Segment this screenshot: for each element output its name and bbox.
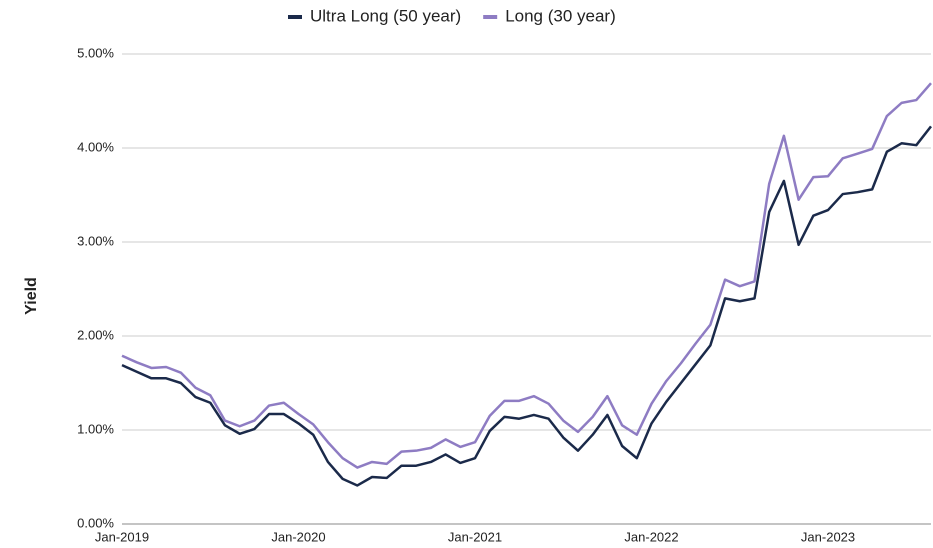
y-tick-label: 4.00% xyxy=(77,139,114,154)
y-tick-label: 0.00% xyxy=(77,515,114,530)
x-tick-label: Jan-2023 xyxy=(801,529,855,544)
y-axis-label: Yield xyxy=(23,277,40,315)
y-tick-label: 2.00% xyxy=(77,327,114,342)
legend: Ultra Long (50 year) Long (30 year) xyxy=(288,6,616,25)
x-tick-label: Jan-2020 xyxy=(271,529,325,544)
x-tick-label: Jan-2019 xyxy=(95,529,149,544)
legend-label: Long (30 year) xyxy=(505,6,616,25)
y-tick-label: 1.00% xyxy=(77,421,114,436)
legend-label: Ultra Long (50 year) xyxy=(310,6,461,25)
y-tick-label: 5.00% xyxy=(77,45,114,60)
x-tick-label: Jan-2021 xyxy=(448,529,502,544)
series-line xyxy=(121,82,932,469)
y-tick-label: 3.00% xyxy=(77,233,114,248)
series-line xyxy=(121,125,932,487)
x-tick-label: Jan-2022 xyxy=(624,529,678,544)
